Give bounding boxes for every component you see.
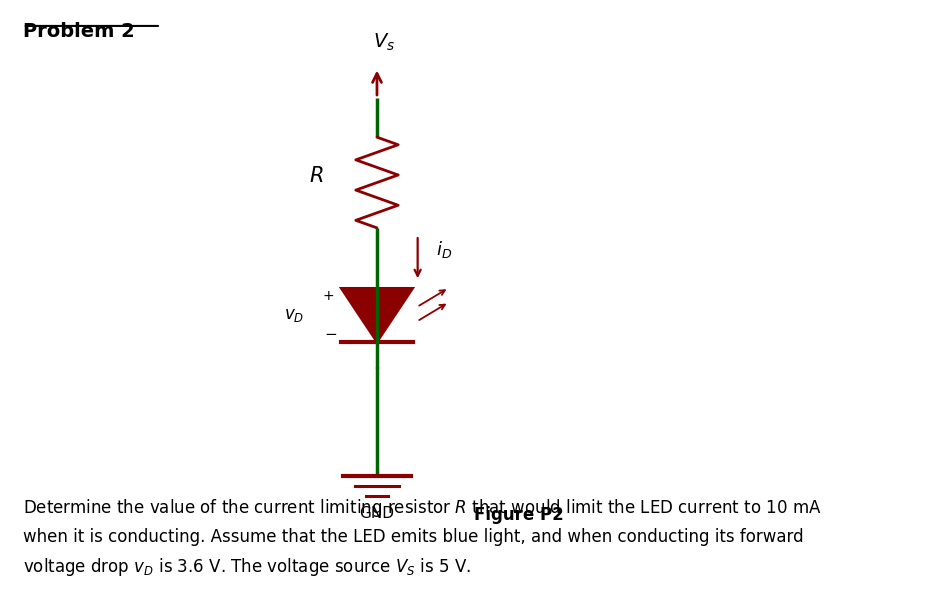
Text: $V_s$: $V_s$: [373, 31, 395, 53]
Text: $R$: $R$: [309, 167, 324, 186]
Text: $i_D$: $i_D$: [437, 238, 453, 259]
Text: Problem 2: Problem 2: [23, 22, 135, 41]
Text: GND: GND: [359, 506, 394, 521]
Polygon shape: [342, 288, 412, 342]
Text: $v_D$: $v_D$: [284, 306, 304, 324]
Text: Figure P2: Figure P2: [474, 506, 565, 524]
Text: Determine the value of the current limiting resistor $R$ that would limit the LE: Determine the value of the current limit…: [23, 497, 821, 579]
Text: $-$: $-$: [324, 326, 337, 340]
Text: $+$: $+$: [322, 289, 334, 303]
